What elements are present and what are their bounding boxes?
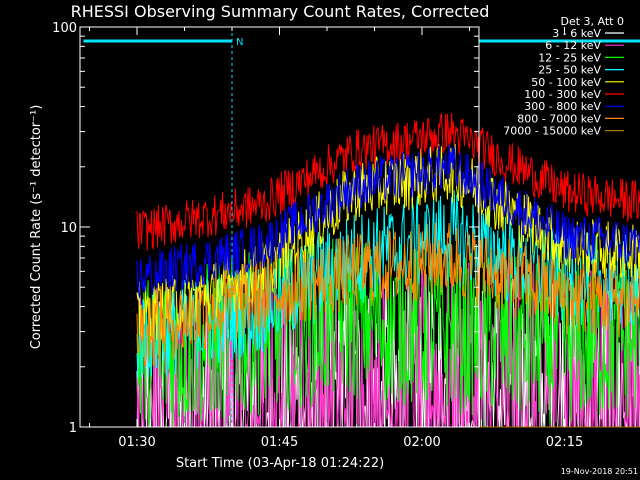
timestamp: 19-Nov-2018 20:51 [561, 467, 638, 476]
chart-title: RHESSI Observing Summary Count Rates, Co… [71, 2, 490, 21]
legend-title: Det 3, Att 0 [561, 15, 625, 28]
marker-layer: N [83, 27, 640, 427]
x-axis-label: Start Time (03-Apr-18 01:24:22) [176, 456, 384, 471]
legend-label: 7000 - 15000 keV [503, 125, 601, 138]
series-line [136, 238, 640, 428]
legend-label: 300 - 800 keV [524, 100, 601, 113]
x-tick-label: 01:45 [261, 435, 298, 450]
y-tick-label: 10 [60, 221, 77, 236]
legend-label: 3 - 6 keV [552, 27, 601, 40]
legend-label: 100 - 300 keV [524, 88, 601, 101]
series-50-100kev [136, 143, 640, 344]
series-line [136, 222, 640, 367]
legend-label: 50 - 100 keV [531, 76, 601, 89]
series-line [136, 113, 640, 251]
x-tick-label: 02:15 [546, 435, 583, 450]
legend-label: 6 - 12 keV [545, 39, 601, 52]
legend-label: 25 - 50 keV [538, 64, 601, 77]
series-12-25kev [136, 238, 640, 428]
legend-label: 800 - 7000 keV [517, 112, 601, 125]
y-tick-label: 1 [69, 421, 77, 436]
legend-label: 12 - 25 keV [538, 51, 601, 64]
series-line [136, 144, 640, 299]
flag-label: N [236, 37, 243, 48]
y-axis-label: Corrected Count Rate (s⁻¹ detector⁻¹) [29, 105, 44, 350]
x-tick-label: 01:30 [118, 435, 155, 450]
tick-layer: 01:3001:4502:0002:1502:3002:4503:0011010… [52, 21, 583, 450]
series-100-300kev [136, 113, 640, 251]
series-800-7000kev [136, 222, 640, 367]
x-tick-label: 02:00 [403, 435, 440, 450]
series-300-800kev [136, 144, 640, 299]
series-line [136, 143, 640, 344]
y-tick-label: 100 [52, 21, 77, 36]
